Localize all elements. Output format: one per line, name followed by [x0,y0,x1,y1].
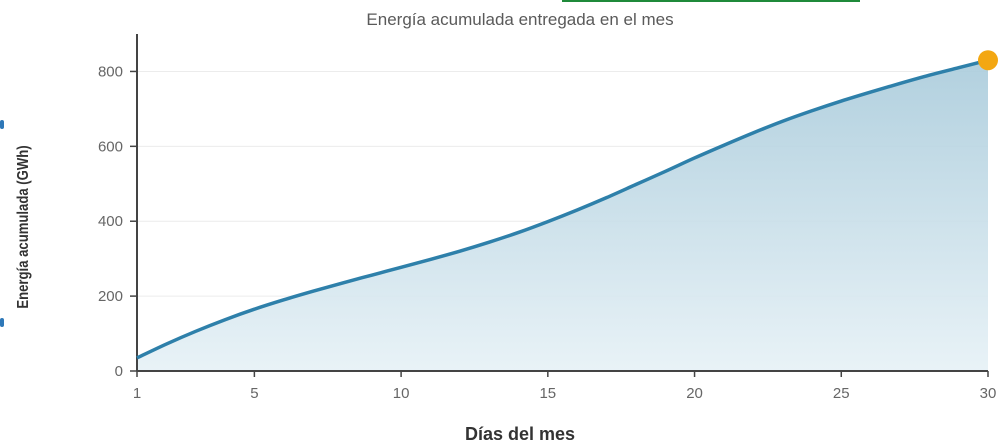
x-tick-label-5: 5 [250,385,258,402]
chart-title: Energía acumulada entregada en el mes [366,10,673,29]
y-axis-label: Energía acumulada (GWh) [15,145,32,308]
y-tick-label-600: 600 [98,138,123,155]
end-point-marker [978,50,998,71]
x-tick-label-1: 1 [133,385,141,402]
x-axis-label: Días del mes [465,424,575,444]
left-edge-mark-bottom [0,318,4,327]
y-tick-label-400: 400 [98,213,123,230]
x-tick-label-15: 15 [539,385,556,402]
axes [136,34,988,372]
x-tick-label-30: 30 [980,385,997,402]
y-tick-labels: 0 200 400 600 800 [98,63,137,380]
y-tick-label-200: 200 [98,288,123,305]
x-tick-label-10: 10 [393,385,410,402]
area-fill [137,60,988,371]
x-tick-labels: 1 5 10 15 20 25 30 [133,371,997,402]
y-tick-label-800: 800 [98,63,123,80]
top-accent-strip [562,0,860,2]
y-tick-label-0: 0 [115,363,123,380]
series-line [136,58,989,360]
x-tick-label-20: 20 [686,385,703,402]
x-tick-label-25: 25 [833,385,850,402]
left-edge-mark-top [0,120,4,129]
